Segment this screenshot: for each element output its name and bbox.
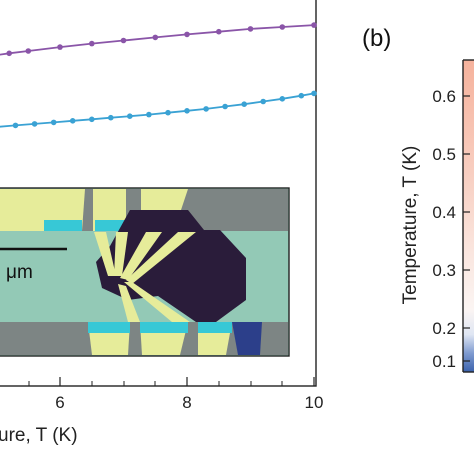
inset-scale-text: μm <box>6 262 33 283</box>
x-tick-label: 8 <box>182 393 191 412</box>
data-point <box>152 34 159 41</box>
series-line-1 <box>0 92 315 128</box>
panel-a: μm 6 8 10 ure, T (K) <box>0 0 323 446</box>
data-point <box>247 26 254 32</box>
inset-device-dark <box>96 210 246 322</box>
data-point <box>279 24 286 30</box>
data-point <box>31 121 38 127</box>
data-point <box>311 90 317 97</box>
y-tick-label: 0.3 <box>432 261 456 280</box>
inset-lead <box>118 284 140 322</box>
panel-b-y-axis-title: Temperature, T (K) <box>400 146 421 305</box>
data-point <box>203 106 209 112</box>
inset-lead <box>120 232 162 280</box>
panel-a-series <box>0 22 317 129</box>
panel-b: (b) Temperature, T (K) 0.6 0.5 0.4 0.3 0… <box>362 25 474 373</box>
inset-micrograph: μm <box>0 187 290 357</box>
inset-dark-blob <box>232 322 262 355</box>
inset-lead <box>94 232 116 276</box>
inset-lead <box>126 232 196 284</box>
panel-a-frame <box>0 0 317 387</box>
data-point <box>108 114 114 121</box>
inset-cyan-strip <box>88 322 130 333</box>
data-point <box>241 101 247 107</box>
data-point <box>50 119 57 126</box>
data-point <box>184 108 190 114</box>
data-point <box>298 92 305 99</box>
inset-lead <box>124 282 190 322</box>
panel-b-label: (b) <box>362 25 391 52</box>
data-point <box>120 37 127 44</box>
data-point <box>57 44 63 50</box>
panel-a-x-axis-title: ure, T (K) <box>0 425 78 446</box>
data-point <box>165 109 171 116</box>
inset-cyan-strip <box>95 220 126 231</box>
inset-cyan-strip <box>198 322 232 333</box>
inset-lead <box>114 232 128 276</box>
data-point <box>69 118 76 124</box>
x-tick-label: 10 <box>305 393 324 412</box>
y-tick-label: 0.2 <box>432 319 456 338</box>
x-tick-label: 6 <box>55 393 64 412</box>
data-point <box>184 31 190 38</box>
inset-cyan-strip <box>140 322 188 333</box>
y-tick-label: 0.4 <box>432 203 456 222</box>
data-point <box>146 111 152 118</box>
data-point <box>127 113 133 119</box>
data-point <box>6 50 12 57</box>
data-point <box>260 98 267 105</box>
y-tick-label: 0.5 <box>432 145 456 164</box>
data-point <box>12 122 19 129</box>
data-point <box>279 96 286 102</box>
y-tick-label: 0.1 <box>432 352 456 371</box>
panel-a-x-ticks: 6 8 10 <box>28 377 324 412</box>
series-line-0 <box>0 24 315 56</box>
y-tick-label: 0.6 <box>432 87 456 106</box>
data-point <box>89 116 95 123</box>
inset-cyan-strip <box>44 220 82 231</box>
colormap-area <box>463 60 474 372</box>
panel-b-y-ticks: 0.6 0.5 0.4 0.3 0.2 0.1 <box>432 87 470 371</box>
data-point <box>25 48 32 54</box>
data-point <box>216 28 222 35</box>
data-point <box>89 40 95 47</box>
data-point <box>311 22 317 28</box>
data-point <box>222 103 228 110</box>
